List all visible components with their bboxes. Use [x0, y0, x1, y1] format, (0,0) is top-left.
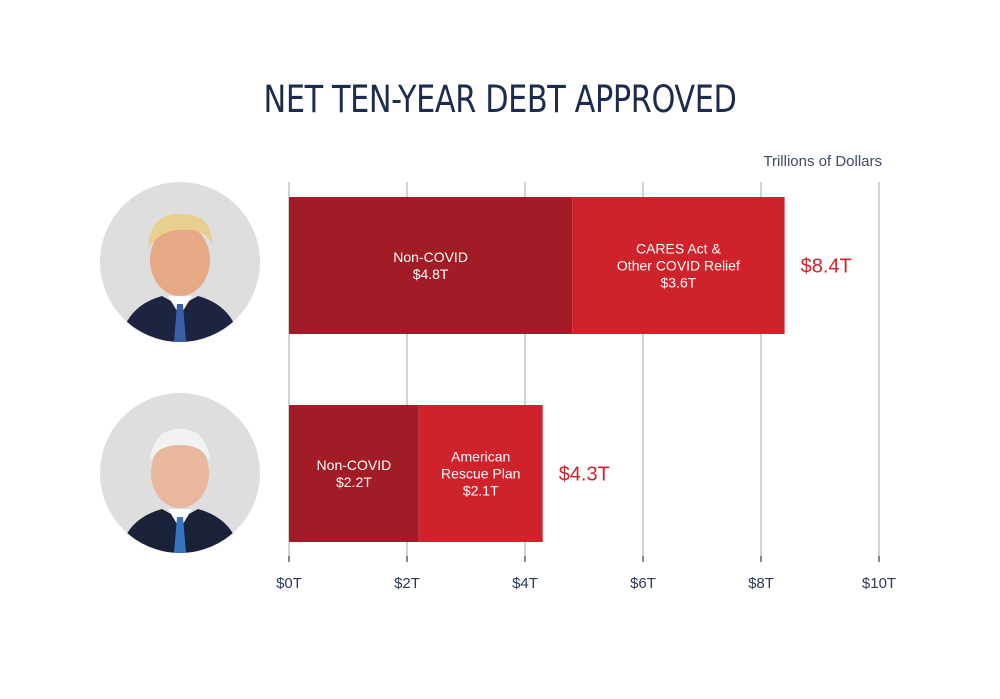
x-tick-label: $0T	[276, 575, 302, 592]
bar-segment	[289, 405, 419, 542]
x-axis-ticks: $0T $2T $4T $6T $8T $10T	[276, 556, 896, 592]
segment-label: American Rescue Plan $2.1T	[441, 449, 520, 499]
bar-segment	[572, 197, 785, 334]
segment-label: CARES Act & Other COVID Relief $3.6T	[617, 241, 740, 291]
bar-segment	[418, 405, 543, 542]
x-tick-label: $6T	[630, 575, 656, 592]
x-tick-label: $8T	[748, 575, 774, 592]
x-tick-label: $4T	[512, 575, 538, 592]
bar-segment	[289, 197, 573, 334]
unit-label: Trillions of Dollars	[763, 153, 882, 170]
bars: Non-COVID $4.8T CARES Act & Other COVID Rel…	[289, 197, 852, 542]
chart-title: NET TEN-YEAR DEBT APPROVED	[263, 78, 737, 121]
segment-label: Non-COVID $2.2T	[317, 457, 392, 490]
bar-total-label: $8.4T	[801, 256, 852, 278]
bar-total-label: $4.3T	[559, 464, 610, 486]
avatar-portrait-2	[100, 393, 260, 553]
x-tick-label: $2T	[394, 575, 420, 592]
segment-label: Non-COVID $4.8T	[393, 249, 468, 282]
x-tick-label: $10T	[862, 575, 896, 592]
avatar-portrait-1	[100, 182, 260, 342]
